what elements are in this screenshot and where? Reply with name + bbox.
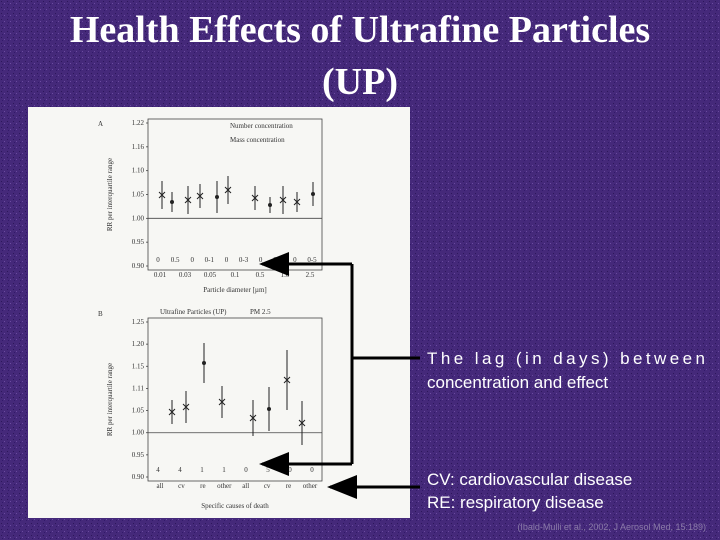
marker: [268, 203, 272, 207]
lag-label: 0-5: [307, 256, 317, 264]
lag-label: 0-1: [205, 256, 215, 264]
panel-label: B: [98, 310, 103, 318]
arrows: [259, 252, 420, 499]
x-tick-label: all: [242, 482, 249, 490]
marker: [215, 195, 219, 199]
annotation: CV: cardiovascular disease: [427, 470, 632, 489]
y-tick-label: 0.90: [132, 262, 145, 270]
figure: [28, 107, 410, 518]
y-axis-label: RR per interquartile range: [106, 363, 114, 436]
marker: [168, 408, 176, 416]
marker: [283, 376, 291, 384]
lag-label: 1: [222, 466, 226, 474]
y-tick-label: 1.00: [132, 429, 145, 437]
x-tick-label: 0.1: [231, 271, 240, 279]
y-tick-label: 1.05: [132, 191, 145, 199]
annotation: concentration and effect: [427, 373, 608, 392]
marker: [293, 198, 301, 206]
y-tick-label: 1.20: [132, 340, 145, 348]
marker: [267, 407, 271, 411]
lag-label: 0: [244, 466, 248, 474]
annotation: RE: respiratory disease: [427, 493, 604, 512]
panel-label: A: [98, 120, 103, 128]
marker: [311, 192, 315, 196]
x-tick-label: re: [286, 482, 291, 490]
legend-entry: Mass concentration: [230, 136, 285, 144]
lag-label: 0: [288, 466, 292, 474]
y-axis-label: RR per interquartile range: [106, 158, 114, 231]
x-tick-label: 0.01: [154, 271, 167, 279]
marker: [202, 361, 206, 365]
title: Health Effects of Ultrafine Particles: [70, 9, 650, 51]
lag-label: 0: [310, 466, 314, 474]
y-tick-label: 0.95: [132, 238, 145, 246]
y-tick-label: 1.00: [132, 214, 145, 222]
lag-label: 1: [200, 466, 204, 474]
marker: [158, 191, 166, 199]
lag-label: 0: [293, 256, 297, 264]
lag-label: 0: [156, 256, 160, 264]
marker: [224, 186, 232, 194]
marker: [170, 200, 174, 204]
citation: (Ibald-Mulli et al., 2002, J Aerosol Med…: [517, 522, 706, 532]
marker: [184, 196, 192, 204]
y-tick-label: 0.95: [132, 451, 145, 459]
y-tick-label: 1.25: [132, 318, 145, 326]
x-tick-label: other: [303, 482, 318, 490]
x-tick-label: cv: [264, 482, 271, 490]
lag-label: 0: [225, 256, 229, 264]
y-tick-label: 1.05: [132, 407, 145, 415]
x-tick-label: all: [157, 482, 164, 490]
legend-entry: PM 2.5: [250, 308, 271, 316]
lag-label: 0: [190, 256, 194, 264]
marker: [251, 194, 259, 202]
legend-entry: Ultrafine Particles (UP): [160, 308, 227, 316]
x-tick-label: 0.5: [256, 271, 265, 279]
x-tick-label: 0.05: [204, 271, 217, 279]
x-tick-label: cv: [178, 482, 185, 490]
x-tick-label: 0.03: [179, 271, 192, 279]
lag-label: 5: [266, 466, 270, 474]
x-axis-label: Specific causes of death: [201, 502, 269, 510]
marker: [218, 398, 226, 406]
y-tick-label: 1.10: [132, 167, 145, 175]
legend-entry: Number concentration: [230, 122, 293, 130]
y-tick-label: 1.22: [132, 119, 145, 127]
lag-label: 0.5: [171, 256, 180, 264]
y-tick-label: 1.16: [132, 143, 145, 151]
x-axis-label: Particle diameter [µm]: [203, 286, 267, 294]
marker: [298, 419, 306, 427]
annotation: The lag (in days) between: [427, 349, 705, 368]
y-tick-label: 1.11: [132, 384, 144, 392]
x-tick-label: 1.0: [281, 271, 290, 279]
marker: [279, 196, 287, 204]
y-tick-label: 0.90: [132, 473, 145, 481]
marker: [196, 192, 204, 200]
x-tick-label: other: [217, 482, 232, 490]
marker: [182, 403, 190, 411]
plot-frame: [147, 317, 323, 482]
figure-content: A RR per interquartile range 1.22 1.16 1.10 1…: [98, 118, 323, 510]
lag-label: 0-3: [239, 256, 249, 264]
marker: [249, 414, 257, 422]
lag-label: 4: [178, 466, 182, 474]
title: (UP): [322, 61, 398, 103]
y-tick-label: 1.15: [132, 362, 145, 370]
x-tick-label: re: [200, 482, 205, 490]
lag-label: 4: [156, 466, 160, 474]
x-tick-label: 2.5: [306, 271, 315, 279]
